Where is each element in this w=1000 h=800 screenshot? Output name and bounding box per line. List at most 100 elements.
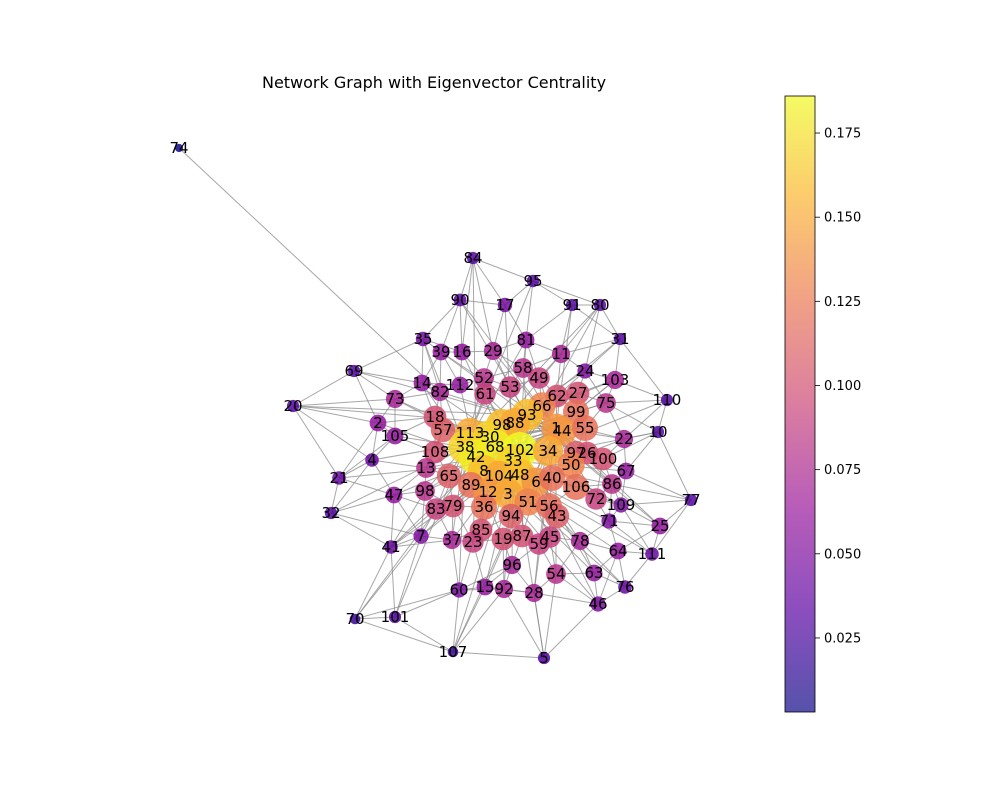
node-label: 34 — [538, 442, 557, 460]
node-label: 37 — [442, 531, 461, 549]
node-53 — [499, 376, 521, 398]
node-label: 39 — [431, 343, 450, 361]
node-2 — [369, 414, 387, 432]
node-label: 33 — [503, 452, 522, 470]
node-label: 73 — [385, 390, 404, 408]
node-label: 88 — [505, 414, 524, 432]
node-19 — [491, 527, 515, 551]
node-14 — [413, 374, 431, 392]
edge — [394, 535, 422, 618]
node-72 — [585, 488, 607, 510]
edge — [353, 370, 379, 424]
node-64 — [609, 542, 627, 560]
node-label: 66 — [532, 397, 551, 415]
node-50 — [557, 451, 585, 479]
edge — [292, 405, 373, 461]
node-109 — [613, 497, 629, 513]
edge — [532, 280, 573, 306]
node-21 — [332, 471, 346, 485]
node-label: 79 — [443, 497, 462, 515]
node-label: 70 — [345, 610, 364, 628]
edge — [472, 257, 494, 352]
node-label: 31 — [610, 330, 629, 348]
edge — [354, 589, 460, 620]
node-label: 84 — [463, 249, 482, 267]
node-label: 45 — [540, 528, 559, 546]
node-88 — [499, 407, 531, 439]
node-label: 53 — [500, 378, 519, 396]
node-label: 107 — [439, 643, 468, 661]
edge — [608, 520, 661, 527]
node-label: 75 — [596, 394, 615, 412]
node-label: 42 — [466, 448, 485, 466]
node-label: 97 — [566, 444, 585, 462]
node-label: 109 — [607, 496, 636, 514]
node-label: 41 — [381, 538, 400, 556]
node-label: 113 — [456, 424, 485, 442]
node-label: 80 — [590, 296, 609, 314]
edge — [579, 540, 626, 588]
node-label: 2 — [373, 414, 383, 432]
edge — [525, 304, 573, 341]
node-78 — [570, 531, 590, 551]
node-16 — [453, 343, 471, 361]
node-label: 103 — [601, 371, 630, 389]
node-70 — [349, 613, 361, 625]
node-28 — [524, 583, 544, 603]
node-106 — [563, 474, 589, 500]
edge — [472, 257, 506, 306]
node-63 — [585, 564, 603, 582]
node-100 — [591, 447, 615, 471]
node-label: 21 — [329, 469, 348, 487]
edge — [560, 304, 601, 355]
edge — [599, 304, 621, 340]
node-label: 4 — [367, 451, 377, 469]
node-label: 90 — [450, 291, 469, 309]
node-111 — [645, 547, 659, 561]
node-label: 47 — [384, 486, 403, 504]
node-label: 5 — [539, 649, 549, 667]
node-71 — [601, 513, 617, 529]
node-label: 40 — [542, 469, 561, 487]
node-label: 32 — [321, 504, 340, 522]
node-54 — [546, 564, 566, 584]
node-24 — [577, 363, 593, 379]
edge — [452, 588, 505, 653]
node-76 — [618, 580, 632, 594]
node-36 — [471, 494, 497, 520]
colorbar-tick-label: 0.025 — [824, 631, 861, 646]
node-10 — [651, 425, 665, 439]
edge — [584, 304, 601, 372]
edge — [459, 299, 463, 353]
node-label: 74 — [169, 139, 188, 157]
node-label: 78 — [570, 532, 589, 550]
node-label: 29 — [483, 342, 502, 360]
node-label: 25 — [650, 517, 669, 535]
node-92 — [494, 579, 514, 599]
node-81 — [517, 331, 535, 349]
edge — [330, 494, 395, 514]
node-67 — [617, 462, 635, 480]
node-label: 24 — [575, 362, 594, 380]
node-31 — [613, 332, 627, 346]
node-label: 14 — [412, 374, 431, 392]
node-86 — [602, 474, 622, 494]
node-label: 89 — [461, 476, 480, 494]
node-7 — [413, 528, 429, 544]
node-37 — [442, 530, 462, 550]
edge — [459, 299, 506, 306]
edge — [422, 338, 441, 393]
edge — [354, 618, 454, 653]
edge — [605, 402, 659, 433]
edge — [555, 304, 573, 429]
node-label: 111 — [638, 545, 667, 563]
node-label: 49 — [529, 369, 548, 387]
node-5 — [537, 651, 551, 665]
node-label: 94 — [501, 507, 520, 525]
node-label: 92 — [494, 580, 513, 598]
node-label: 77 — [681, 491, 700, 509]
node-95 — [526, 274, 540, 288]
node-label: 51 — [518, 493, 537, 511]
node-87 — [510, 524, 534, 548]
node-label: 82 — [430, 383, 449, 401]
